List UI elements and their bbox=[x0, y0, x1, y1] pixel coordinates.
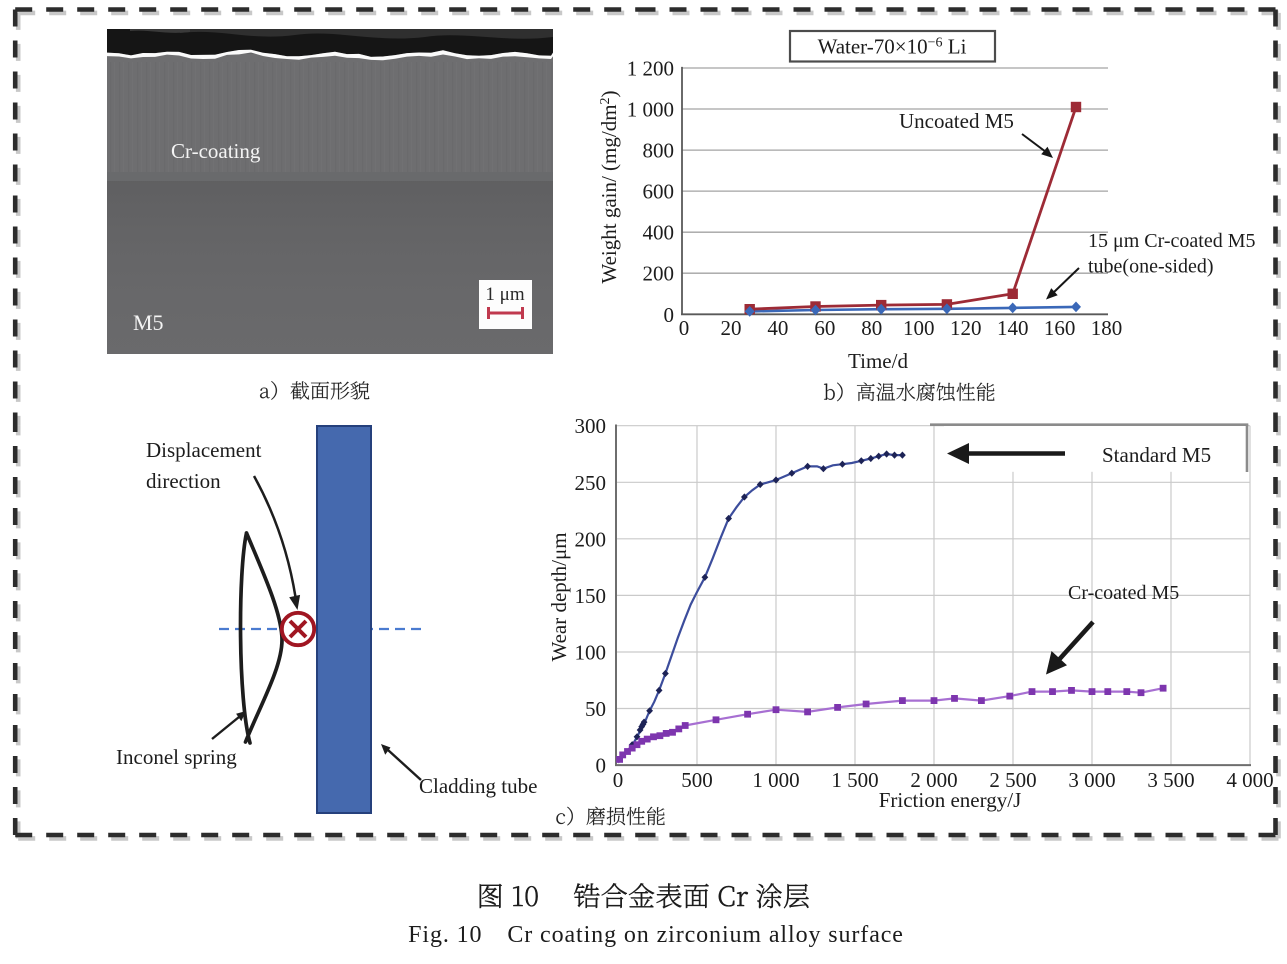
svg-text:Time/d: Time/d bbox=[848, 349, 908, 373]
svg-text:20: 20 bbox=[721, 316, 742, 340]
svg-text:800: 800 bbox=[643, 139, 675, 163]
svg-text:Cr-coated M5: Cr-coated M5 bbox=[1068, 582, 1179, 604]
svg-text:direction: direction bbox=[146, 469, 221, 493]
svg-text:3 000: 3 000 bbox=[1068, 768, 1115, 792]
svg-text:150: 150 bbox=[575, 584, 607, 608]
svg-text:50: 50 bbox=[585, 697, 606, 721]
svg-text:Water-70×10−6 Li: Water-70×10−6 Li bbox=[818, 35, 967, 59]
svg-text:15 μm Cr-coated M5: 15 μm Cr-coated M5 bbox=[1088, 230, 1256, 252]
svg-text:1 500: 1 500 bbox=[831, 768, 878, 792]
svg-text:500: 500 bbox=[681, 768, 713, 792]
svg-text:2 500: 2 500 bbox=[989, 768, 1036, 792]
svg-text:Cr-coating: Cr-coating bbox=[171, 139, 261, 163]
svg-text:1 200: 1 200 bbox=[627, 57, 674, 81]
svg-text:3 500: 3 500 bbox=[1147, 768, 1194, 792]
svg-text:Weight gain/ (mg/dm2): Weight gain/ (mg/dm2) bbox=[597, 90, 621, 283]
svg-text:M5: M5 bbox=[133, 310, 164, 335]
svg-text:250: 250 bbox=[575, 471, 607, 495]
svg-text:2 000: 2 000 bbox=[910, 768, 957, 792]
svg-text:600: 600 bbox=[643, 180, 675, 204]
svg-text:0: 0 bbox=[596, 754, 607, 778]
svg-text:100: 100 bbox=[903, 316, 935, 340]
svg-text:Displacement: Displacement bbox=[146, 438, 262, 462]
svg-text:180: 180 bbox=[1091, 316, 1123, 340]
svg-text:Friction energy/J: Friction energy/J bbox=[879, 788, 1022, 812]
svg-text:tube(one-sided): tube(one-sided) bbox=[1088, 256, 1214, 278]
svg-text:0: 0 bbox=[613, 768, 624, 792]
svg-text:4 000: 4 000 bbox=[1226, 768, 1273, 792]
svg-text:1 μm: 1 μm bbox=[485, 284, 524, 305]
svg-text:100: 100 bbox=[575, 641, 607, 665]
svg-text:80: 80 bbox=[861, 316, 882, 340]
svg-text:Wear depth/μm: Wear depth/μm bbox=[547, 532, 571, 661]
svg-text:200: 200 bbox=[643, 262, 675, 286]
svg-text:60: 60 bbox=[814, 316, 835, 340]
svg-text:0: 0 bbox=[679, 316, 690, 340]
svg-text:160: 160 bbox=[1044, 316, 1076, 340]
svg-text:300: 300 bbox=[575, 414, 607, 438]
svg-text:1 000: 1 000 bbox=[627, 98, 674, 122]
svg-text:40: 40 bbox=[767, 316, 788, 340]
svg-text:Uncoated M5: Uncoated M5 bbox=[899, 109, 1014, 133]
svg-text:200: 200 bbox=[575, 527, 607, 551]
svg-text:0: 0 bbox=[664, 303, 675, 327]
svg-text:400: 400 bbox=[643, 221, 675, 245]
svg-text:1 000: 1 000 bbox=[752, 768, 799, 792]
svg-text:Inconel spring: Inconel spring bbox=[116, 745, 237, 769]
svg-text:Standard M5: Standard M5 bbox=[1102, 443, 1211, 467]
svg-text:Fig. 10 Cr coating on zirconiu: Fig. 10 Cr coating on zirconium alloy su… bbox=[408, 922, 904, 948]
svg-text:140: 140 bbox=[997, 316, 1029, 340]
svg-text:Cladding tube: Cladding tube bbox=[419, 774, 537, 798]
svg-text:120: 120 bbox=[950, 316, 982, 340]
